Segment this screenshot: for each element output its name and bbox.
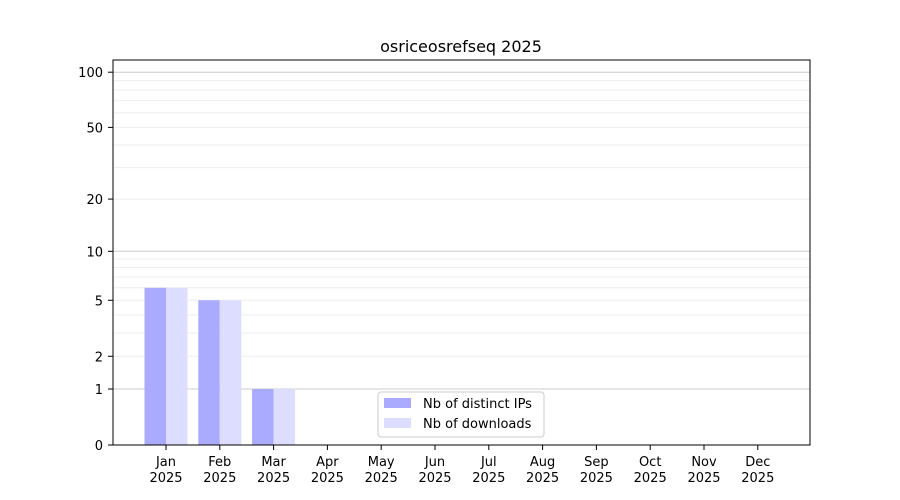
legend-label: Nb of downloads	[423, 417, 532, 432]
x-tick-label: Dec 2025	[741, 455, 774, 486]
legend-swatch	[384, 398, 411, 408]
y-tick-label: 1	[95, 383, 103, 398]
y-tick-label: 2	[95, 350, 103, 365]
y-tick-label: 100	[78, 66, 103, 81]
y-tick-label: 5	[95, 294, 103, 309]
y-tick-label: 20	[86, 193, 103, 208]
bar-downloads	[219, 300, 242, 445]
x-tick-label: May 2025	[365, 455, 398, 486]
bar-distinct-ips	[144, 287, 166, 445]
x-tick-label: Jun 2025	[418, 455, 451, 486]
legend-swatch	[384, 418, 411, 428]
y-tick-label: 0	[95, 439, 103, 454]
plot-frame	[112, 59, 811, 446]
x-tick-label: Mar 2025	[257, 455, 290, 486]
x-tick-label: Apr 2025	[311, 455, 344, 486]
x-tick-label: Jul 2025	[472, 455, 505, 486]
x-tick-label: Sep 2025	[580, 455, 613, 486]
bar-distinct-ips	[198, 300, 220, 445]
x-tick-label: Nov 2025	[687, 455, 720, 486]
legend: Nb of distinct IPs Nb of downloads	[377, 391, 545, 438]
x-tick-label: Jan 2025	[149, 455, 182, 486]
bar-downloads	[273, 389, 296, 445]
x-tick-label: Aug 2025	[526, 455, 559, 486]
bar-distinct-ips	[252, 389, 274, 445]
legend-box	[377, 391, 545, 438]
chart-title: osriceosrefseq 2025	[380, 37, 542, 56]
x-tick-label: Oct 2025	[634, 455, 667, 486]
y-tick-label: 50	[86, 121, 103, 136]
bar-downloads	[166, 287, 188, 445]
y-tick-label: 10	[86, 245, 103, 260]
legend-label: Nb of distinct IPs	[423, 397, 532, 412]
x-tick-label: Feb 2025	[203, 455, 236, 486]
